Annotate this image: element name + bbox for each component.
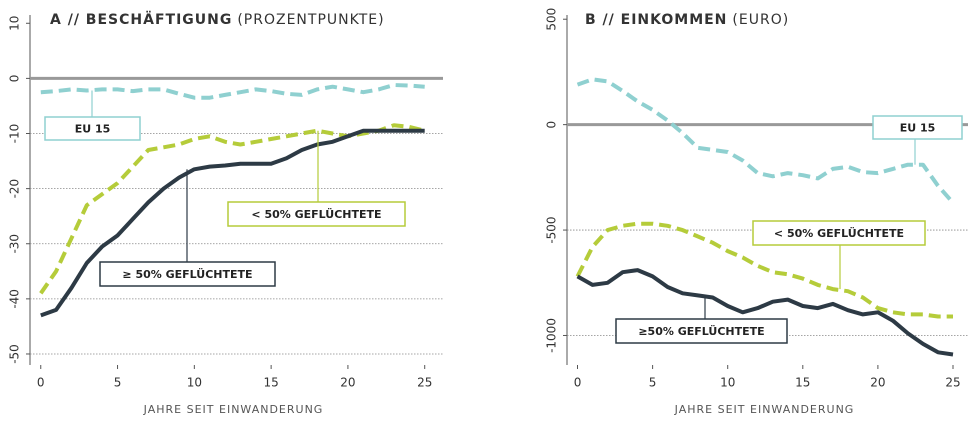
x-tick-label: 5	[114, 376, 122, 390]
legend-box	[99, 261, 276, 287]
x-tick-label: 15	[263, 376, 278, 390]
y-tick-label: -20	[8, 179, 22, 199]
legend-box	[752, 220, 926, 246]
y-tick-label: -1000	[545, 318, 559, 353]
chart-title: B // EINKOMMEN (EURO)	[585, 12, 789, 28]
x-tick-label: 15	[795, 376, 810, 390]
y-tick-label: -50	[8, 344, 22, 364]
y-tick-label: -10	[8, 124, 22, 144]
x-tick-label: 25	[417, 376, 432, 390]
chart-title: A // BESCHÄFTIGUNG (PROZENTPUNKTE)	[50, 11, 385, 28]
series-line	[39, 123, 426, 295]
y-tick-label: 500	[545, 8, 559, 31]
x-tick-label: 20	[340, 376, 355, 390]
y-tick-label: -500	[545, 216, 559, 243]
legend-box	[872, 115, 963, 140]
x-tick-label: 0	[574, 376, 582, 390]
x-tick-label: 20	[870, 376, 885, 390]
series-line	[575, 221, 953, 319]
legend-label: ≥ 50% GEFLÜCHTETE	[122, 267, 252, 281]
x-tick-label: 25	[945, 376, 960, 390]
y-tick-label: 0	[8, 75, 22, 83]
title-main: B // EINKOMMEN	[585, 12, 727, 28]
legend-label: < 50% GEFLÜCHTETE	[774, 226, 904, 240]
legend-label: EU 15	[75, 123, 111, 136]
legend-label: ≥50% GEFLÜCHTETE	[638, 324, 764, 338]
series-line	[40, 128, 425, 318]
title-main: A // BESCHÄFTIGUNG	[50, 11, 232, 28]
x-tick-label: 10	[720, 376, 735, 390]
x-axis-label: JAHRE SEIT EINWANDERUNG	[143, 403, 324, 416]
legend-box	[44, 116, 141, 141]
y-tick-label: -30	[8, 234, 22, 254]
y-tick-label: -40	[8, 289, 22, 309]
series-line	[40, 83, 425, 100]
x-tick-label: 10	[187, 376, 202, 390]
series-line	[576, 77, 955, 205]
x-tick-label: 0	[37, 376, 45, 390]
legend-label: < 50% GEFLÜCHTETE	[251, 207, 381, 221]
legend-box	[227, 201, 406, 227]
title-unit: (PROZENTPUNKTE)	[237, 12, 384, 28]
legend-box	[615, 318, 788, 344]
x-axis-label: JAHRE SEIT EINWANDERUNG	[674, 403, 855, 416]
y-tick-label: 0	[545, 121, 559, 129]
x-tick-label: 5	[649, 376, 657, 390]
series-line	[576, 268, 954, 357]
legend-label: EU 15	[900, 122, 936, 135]
y-tick-label: 10	[8, 16, 22, 31]
title-unit: (EURO)	[732, 12, 789, 28]
